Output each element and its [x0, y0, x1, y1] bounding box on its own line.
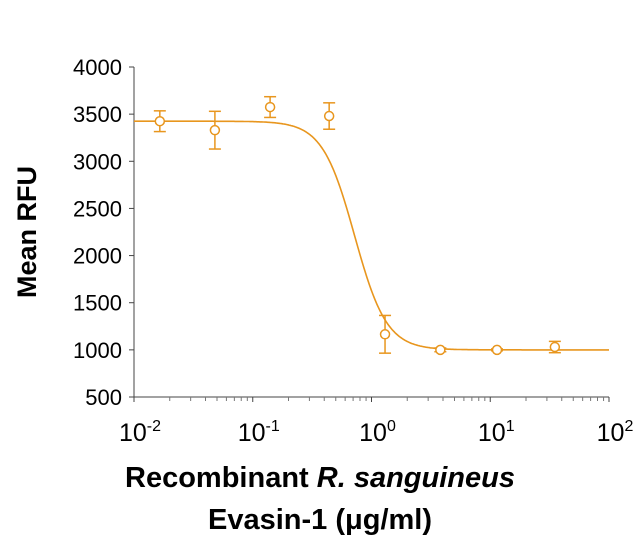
point-marker	[491, 344, 503, 356]
data-point	[323, 102, 336, 130]
x-tick-label: 100	[359, 418, 396, 447]
point-marker	[264, 101, 276, 113]
y-tick-label: 3000	[73, 149, 122, 174]
data-points	[153, 95, 561, 356]
x-tick-label: 102	[597, 418, 634, 447]
data-point	[434, 344, 447, 356]
data-point	[264, 95, 277, 119]
y-tick-label: 1000	[73, 338, 122, 363]
data-point	[208, 110, 221, 150]
point-marker	[323, 110, 335, 122]
x-tick-label: 101	[478, 418, 515, 447]
x-tick-label: 10-2	[119, 418, 161, 447]
point-marker	[379, 329, 391, 340]
point-marker	[209, 124, 221, 136]
data-point	[491, 344, 504, 356]
x-tick-labels: 10-2 10-1 100 101 102	[119, 418, 633, 447]
fit-curve	[134, 120, 609, 351]
y-tick-label: 2000	[73, 244, 122, 269]
fit-line	[134, 120, 609, 351]
y-tick-label: 3500	[73, 102, 122, 127]
y-tick-label: 1500	[73, 291, 122, 316]
y-tick-label: 4000	[73, 55, 122, 80]
x-axis-label: Recombinant R. sanguineus	[0, 462, 640, 495]
axes	[129, 66, 610, 402]
x-axis-label-prefix: Recombinant	[125, 462, 317, 494]
point-marker	[549, 341, 561, 353]
y-tick-labels: 500 1000 1500 2000 2500 3000 3500 4000	[73, 55, 122, 410]
data-point	[153, 110, 166, 133]
point-marker	[154, 115, 166, 127]
y-tick-label: 2500	[73, 196, 122, 221]
x-axis-label-species: R. sanguineus	[316, 462, 515, 494]
data-point	[379, 314, 392, 354]
x-tick-label: 10-1	[238, 418, 280, 447]
point-marker	[435, 344, 446, 356]
x-axis-label-line2: Evasin-1 (μg/ml)	[207, 504, 432, 536]
y-axis-label: Mean RFU	[12, 166, 42, 298]
data-point	[548, 340, 561, 354]
y-tick-label: 500	[85, 385, 122, 410]
